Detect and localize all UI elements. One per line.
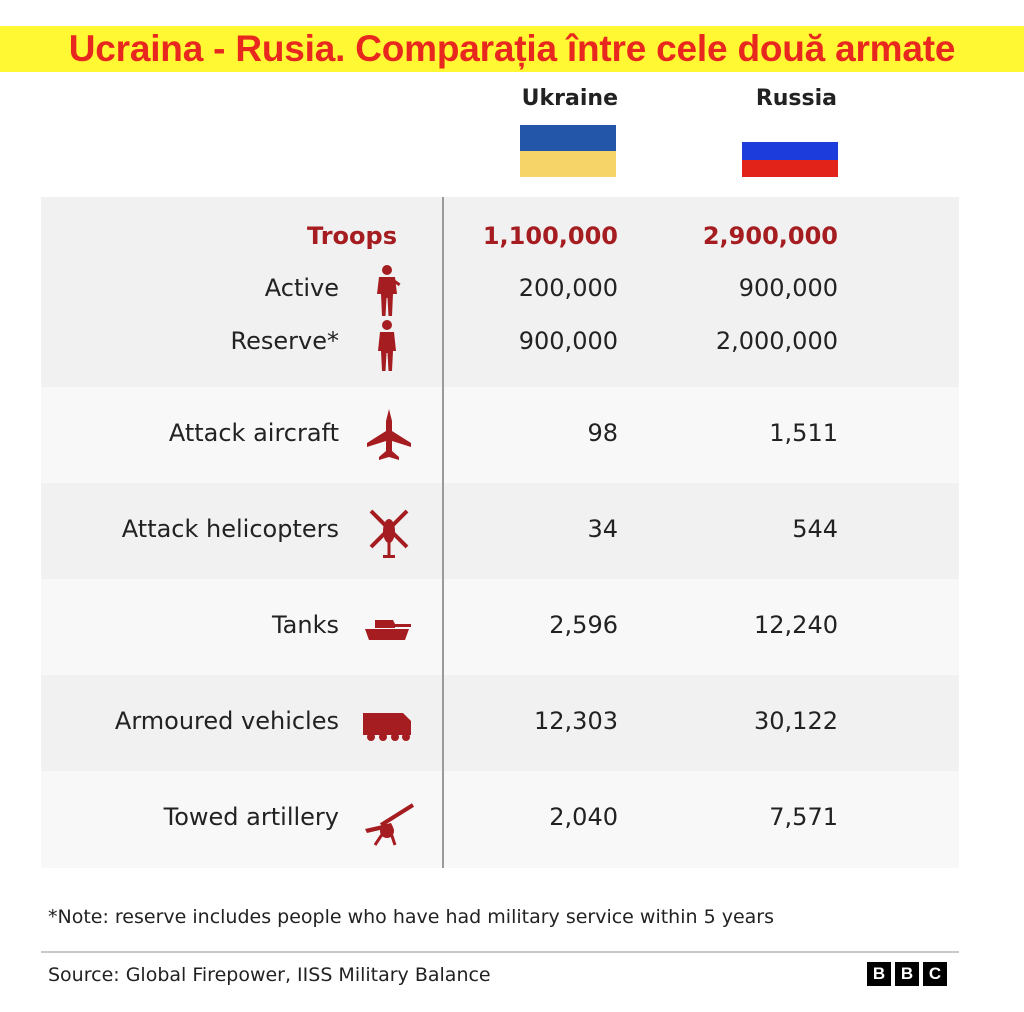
footnote: *Note: reserve includes people who have … xyxy=(48,906,774,928)
value-ukraine-towed-artillery: 2,040 xyxy=(549,803,618,831)
ukraine-flag-stripe-blue xyxy=(520,125,616,151)
bbc-logo-letter: B xyxy=(895,962,919,986)
value-ukraine-reserve: 900,000 xyxy=(518,327,618,355)
bbc-logo-letter: C xyxy=(923,962,947,986)
title-banner xyxy=(0,26,1024,72)
jet-icon xyxy=(361,407,417,463)
comparison-table: Troops 1,100,000 2,900,000 Active 200,00… xyxy=(41,197,959,868)
helicopter-icon xyxy=(361,505,417,561)
value-russia-troops: 2,900,000 xyxy=(702,222,838,250)
row-label-towed-artillery: Towed artillery xyxy=(163,803,339,831)
value-ukraine-active: 200,000 xyxy=(518,274,618,302)
row-label-troops: Troops xyxy=(306,222,397,250)
value-ukraine-attack-aircraft: 98 xyxy=(587,419,618,447)
row-label-attack-helicopters: Attack helicopters xyxy=(121,515,339,543)
value-russia-attack-helicopters: 544 xyxy=(792,515,838,543)
person-icon xyxy=(359,319,415,375)
russia-flag-stripe-red xyxy=(742,160,838,177)
column-divider xyxy=(442,197,444,868)
table-row-tanks: Tanks 2,596 12,240 xyxy=(41,579,959,675)
column-header-russia: Russia xyxy=(755,86,837,111)
table-row-towed-artillery: Towed artillery 2,040 7,571 xyxy=(41,771,959,868)
value-russia-reserve: 2,000,000 xyxy=(715,327,838,355)
value-russia-attack-aircraft: 1,511 xyxy=(769,419,838,447)
bbc-logo: B B C xyxy=(867,962,947,986)
ukraine-flag-stripe-yellow xyxy=(520,151,616,177)
value-russia-tanks: 12,240 xyxy=(754,611,838,639)
value-ukraine-armoured-vehicles: 12,303 xyxy=(534,707,618,735)
soldier-icon xyxy=(359,264,415,320)
armoured-vehicle-icon xyxy=(361,695,417,751)
footer-divider xyxy=(41,951,959,953)
table-row-armoured-vehicles: Armoured vehicles 12,303 30,122 xyxy=(41,675,959,771)
russia-flag-stripe-white xyxy=(742,125,838,142)
row-label-armoured-vehicles: Armoured vehicles xyxy=(114,707,339,735)
russia-flag-icon xyxy=(742,125,838,177)
value-ukraine-tanks: 2,596 xyxy=(549,611,618,639)
bbc-logo-letter: B xyxy=(867,962,891,986)
column-header-ukraine: Ukraine xyxy=(521,86,618,111)
chart-title: Ucraina - Rusia. Comparația între cele d… xyxy=(68,28,956,69)
tank-icon xyxy=(361,600,417,656)
troops-group: Troops 1,100,000 2,900,000 Active 200,00… xyxy=(41,197,959,387)
row-label-reserve: Reserve* xyxy=(230,327,339,355)
russia-flag-stripe-blue xyxy=(742,142,838,160)
row-label-active: Active xyxy=(264,274,339,302)
artillery-icon xyxy=(361,793,417,849)
table-row-attack-helicopters: Attack helicopters 34 544 xyxy=(41,483,959,579)
value-ukraine-attack-helicopters: 34 xyxy=(587,515,618,543)
value-ukraine-troops: 1,100,000 xyxy=(482,222,618,250)
value-russia-active: 900,000 xyxy=(738,274,838,302)
value-russia-towed-artillery: 7,571 xyxy=(769,803,838,831)
row-label-tanks: Tanks xyxy=(271,611,339,639)
table-row-attack-aircraft: Attack aircraft 98 1,511 xyxy=(41,387,959,483)
row-label-attack-aircraft: Attack aircraft xyxy=(168,419,339,447)
ukraine-flag-icon xyxy=(520,125,616,177)
source-text: Source: Global Firepower, IISS Military … xyxy=(48,964,491,986)
value-russia-armoured-vehicles: 30,122 xyxy=(754,707,838,735)
